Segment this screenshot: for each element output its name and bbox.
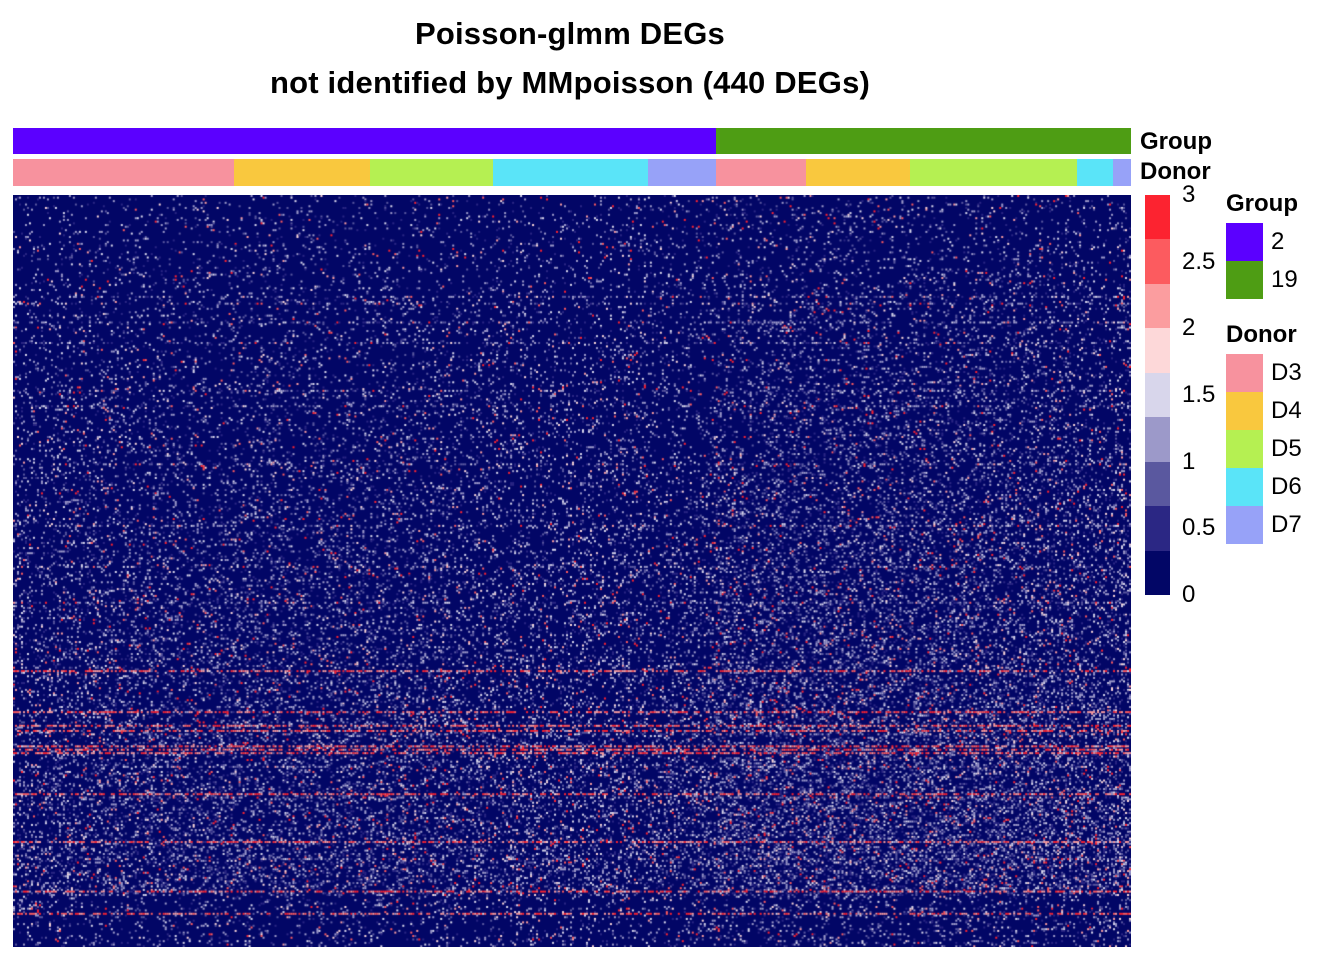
group-annotation-bar xyxy=(13,128,1131,154)
color-scale-step xyxy=(1145,372,1170,418)
legend-label: D3 xyxy=(1271,359,1302,386)
legend-label: D5 xyxy=(1271,435,1302,462)
legend-swatch xyxy=(1226,223,1263,261)
color-scale-tick-label: 1.5 xyxy=(1182,381,1216,408)
legend-swatch xyxy=(1226,392,1263,430)
donor-legend-key-d4: D4 xyxy=(1226,392,1302,430)
group-segment-19 xyxy=(716,128,1131,154)
color-scale-step xyxy=(1145,550,1170,595)
color-scale-step xyxy=(1145,506,1170,551)
donor-segment-d6 xyxy=(1077,159,1114,186)
color-scale-step xyxy=(1145,328,1170,373)
donor-legend-title: Donor xyxy=(1226,321,1297,348)
donor-legend-key-d5: D5 xyxy=(1226,430,1302,468)
legend-swatch xyxy=(1226,430,1263,468)
color-scale-tick-label: 2.5 xyxy=(1182,247,1216,275)
legend-swatch xyxy=(1226,506,1263,544)
donor-segment-d6 xyxy=(492,159,648,186)
color-scale-step xyxy=(1145,417,1170,462)
donor-annotation-bar xyxy=(13,159,1131,186)
heatmap-matrix xyxy=(13,195,1131,947)
legend-swatch xyxy=(1226,468,1263,506)
donor-segment-d3 xyxy=(716,159,806,186)
legend-label: 2 xyxy=(1271,228,1285,255)
group-annotation-label: Group xyxy=(1140,128,1212,155)
color-scale-tick-label: 1 xyxy=(1182,447,1196,475)
legend-label: 19 xyxy=(1271,266,1298,293)
donor-legend-key-d7: D7 xyxy=(1226,506,1302,544)
donor-legend-key-d3: D3 xyxy=(1226,354,1302,392)
color-scale-step xyxy=(1145,283,1170,329)
color-scale-tick-label: 2 xyxy=(1182,314,1196,342)
donor-segment-d4 xyxy=(805,159,910,186)
donor-legend-key-d6: D6 xyxy=(1226,468,1302,506)
group-segment-2 xyxy=(13,128,717,154)
legend-label: D6 xyxy=(1271,473,1302,500)
legend-label: D7 xyxy=(1271,511,1302,538)
color-scale-step xyxy=(1145,239,1170,284)
chart-title-line-2: not identified by MMpoisson (440 DEGs) xyxy=(269,65,871,100)
color-scale-tick-label: 3 xyxy=(1182,181,1196,208)
donor-segment-d3 xyxy=(13,159,235,186)
donor-segment-d4 xyxy=(234,159,370,186)
donor-segment-d7 xyxy=(647,159,717,186)
color-scale-tick-label: 0.5 xyxy=(1182,514,1216,542)
legend-swatch xyxy=(1226,261,1263,299)
legend-label: D4 xyxy=(1271,397,1302,424)
donor-segment-d7 xyxy=(1113,159,1131,186)
color-scale-bar xyxy=(1145,195,1170,595)
chart-title-line-1: Poisson-glmm DEGs xyxy=(414,16,725,51)
legend-swatch xyxy=(1226,354,1263,392)
group-legend-key-19: 19 xyxy=(1226,261,1298,299)
donor-annotation-label: Donor xyxy=(1140,158,1211,185)
donor-segment-d5 xyxy=(909,159,1078,186)
group-legend-title: Group xyxy=(1226,190,1298,217)
color-scale-step xyxy=(1145,461,1170,507)
donor-segment-d5 xyxy=(369,159,493,186)
group-legend-key-2: 2 xyxy=(1226,223,1284,261)
color-scale-step xyxy=(1145,195,1170,240)
color-scale-tick-label: 0 xyxy=(1182,581,1196,608)
